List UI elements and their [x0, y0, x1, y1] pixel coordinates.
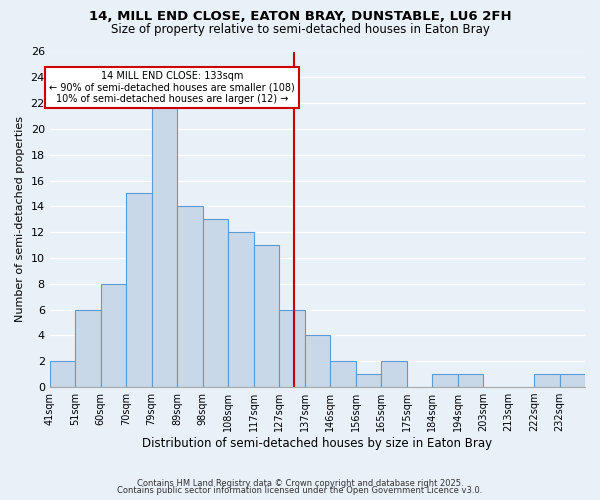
Text: Contains public sector information licensed under the Open Government Licence v3: Contains public sector information licen… — [118, 486, 482, 495]
Bar — [126, 194, 152, 387]
Bar — [458, 374, 483, 387]
Text: 14, MILL END CLOSE, EATON BRAY, DUNSTABLE, LU6 2FH: 14, MILL END CLOSE, EATON BRAY, DUNSTABL… — [89, 10, 511, 23]
Bar — [50, 362, 75, 387]
Bar — [356, 374, 381, 387]
Bar — [560, 374, 585, 387]
Y-axis label: Number of semi-detached properties: Number of semi-detached properties — [15, 116, 25, 322]
Bar — [305, 336, 330, 387]
Bar — [228, 232, 254, 387]
Bar — [279, 310, 305, 387]
Bar — [330, 362, 356, 387]
Bar — [254, 245, 279, 387]
Bar — [534, 374, 560, 387]
Bar — [432, 374, 458, 387]
Bar — [152, 103, 177, 387]
Bar — [203, 220, 228, 387]
Bar — [177, 206, 203, 387]
Text: 14 MILL END CLOSE: 133sqm
← 90% of semi-detached houses are smaller (108)
10% of: 14 MILL END CLOSE: 133sqm ← 90% of semi-… — [49, 71, 295, 104]
X-axis label: Distribution of semi-detached houses by size in Eaton Bray: Distribution of semi-detached houses by … — [142, 437, 493, 450]
Bar — [75, 310, 101, 387]
Text: Size of property relative to semi-detached houses in Eaton Bray: Size of property relative to semi-detach… — [110, 22, 490, 36]
Text: Contains HM Land Registry data © Crown copyright and database right 2025.: Contains HM Land Registry data © Crown c… — [137, 478, 463, 488]
Bar — [101, 284, 126, 387]
Bar — [381, 362, 407, 387]
